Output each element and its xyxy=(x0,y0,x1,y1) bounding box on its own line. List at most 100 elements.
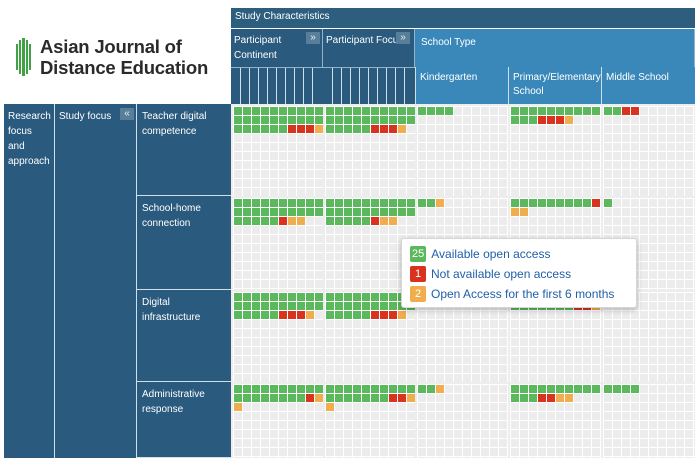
study-square[interactable] xyxy=(234,199,242,207)
study-square[interactable] xyxy=(353,385,361,393)
study-square[interactable] xyxy=(252,311,260,319)
expand-study-focus-icon[interactable]: « xyxy=(120,108,134,120)
study-square[interactable] xyxy=(556,116,564,124)
study-square[interactable] xyxy=(556,107,564,115)
study-square[interactable] xyxy=(326,385,334,393)
study-square[interactable] xyxy=(335,385,343,393)
study-square[interactable] xyxy=(306,394,314,402)
study-square[interactable] xyxy=(252,208,260,216)
study-square[interactable] xyxy=(234,311,242,319)
study-square[interactable] xyxy=(520,199,528,207)
study-square[interactable] xyxy=(592,385,600,393)
study-square[interactable] xyxy=(592,107,600,115)
study-square[interactable] xyxy=(631,385,639,393)
study-square[interactable] xyxy=(252,217,260,225)
study-square[interactable] xyxy=(335,302,343,310)
study-square[interactable] xyxy=(547,394,555,402)
study-square[interactable] xyxy=(270,385,278,393)
study-square[interactable] xyxy=(288,302,296,310)
study-square[interactable] xyxy=(362,208,370,216)
study-square[interactable] xyxy=(398,394,406,402)
study-square[interactable] xyxy=(326,217,334,225)
study-square[interactable] xyxy=(407,208,415,216)
study-square[interactable] xyxy=(389,217,397,225)
study-square[interactable] xyxy=(261,208,269,216)
study-square[interactable] xyxy=(583,385,591,393)
study-square[interactable] xyxy=(362,217,370,225)
study-square[interactable] xyxy=(297,208,305,216)
study-square[interactable] xyxy=(297,302,305,310)
study-square[interactable] xyxy=(315,208,323,216)
study-square[interactable] xyxy=(538,116,546,124)
study-square[interactable] xyxy=(529,199,537,207)
study-square[interactable] xyxy=(270,302,278,310)
study-square[interactable] xyxy=(288,208,296,216)
study-square[interactable] xyxy=(261,217,269,225)
study-square[interactable] xyxy=(335,394,343,402)
study-square[interactable] xyxy=(234,125,242,133)
study-square[interactable] xyxy=(353,311,361,319)
study-square[interactable] xyxy=(398,125,406,133)
study-square[interactable] xyxy=(604,199,612,207)
study-square[interactable] xyxy=(252,116,260,124)
study-square[interactable] xyxy=(380,302,388,310)
study-square[interactable] xyxy=(511,385,519,393)
study-square[interactable] xyxy=(520,107,528,115)
collapse-continent-icon[interactable]: » xyxy=(306,32,320,44)
study-square[interactable] xyxy=(362,394,370,402)
study-square[interactable] xyxy=(362,199,370,207)
study-square[interactable] xyxy=(418,107,426,115)
study-square[interactable] xyxy=(353,217,361,225)
school-type-kindergarten[interactable]: Kindergarten xyxy=(415,67,508,104)
study-square[interactable] xyxy=(631,107,639,115)
study-square[interactable] xyxy=(556,199,564,207)
study-square[interactable] xyxy=(315,199,323,207)
study-square[interactable] xyxy=(371,394,379,402)
matrix-cell[interactable] xyxy=(325,198,415,290)
study-square[interactable] xyxy=(380,125,388,133)
study-square[interactable] xyxy=(380,199,388,207)
study-square[interactable] xyxy=(335,208,343,216)
study-square[interactable] xyxy=(565,116,573,124)
study-square[interactable] xyxy=(389,302,397,310)
study-square[interactable] xyxy=(261,394,269,402)
matrix-cell[interactable] xyxy=(510,106,601,196)
study-square[interactable] xyxy=(389,116,397,124)
study-square[interactable] xyxy=(511,107,519,115)
study-square[interactable] xyxy=(427,199,435,207)
study-square[interactable] xyxy=(335,125,343,133)
study-square[interactable] xyxy=(261,302,269,310)
study-square[interactable] xyxy=(243,125,251,133)
study-square[interactable] xyxy=(261,293,269,301)
study-square[interactable] xyxy=(511,199,519,207)
study-square[interactable] xyxy=(326,293,334,301)
matrix-cell[interactable] xyxy=(603,384,695,458)
study-square[interactable] xyxy=(306,125,314,133)
study-square[interactable] xyxy=(335,199,343,207)
study-square[interactable] xyxy=(279,125,287,133)
study-square[interactable] xyxy=(279,107,287,115)
study-square[interactable] xyxy=(270,208,278,216)
first-6-months-label[interactable]: Open Access for the first 6 months xyxy=(431,287,615,301)
study-square[interactable] xyxy=(270,311,278,319)
study-square[interactable] xyxy=(234,394,242,402)
study-square[interactable] xyxy=(288,385,296,393)
study-square[interactable] xyxy=(243,116,251,124)
study-square[interactable] xyxy=(389,208,397,216)
study-square[interactable] xyxy=(371,199,379,207)
study-square[interactable] xyxy=(362,302,370,310)
participant-focus-header[interactable]: Participant Focus » xyxy=(323,29,415,67)
study-square[interactable] xyxy=(243,302,251,310)
study-square[interactable] xyxy=(380,394,388,402)
study-square[interactable] xyxy=(613,107,621,115)
study-focus-column[interactable]: Study focus « xyxy=(55,104,137,458)
study-square[interactable] xyxy=(297,311,305,319)
study-square[interactable] xyxy=(297,116,305,124)
study-square[interactable] xyxy=(520,208,528,216)
study-square[interactable] xyxy=(234,293,242,301)
matrix-cell[interactable] xyxy=(417,384,508,458)
study-square[interactable] xyxy=(427,385,435,393)
study-square[interactable] xyxy=(574,107,582,115)
study-square[interactable] xyxy=(371,208,379,216)
study-square[interactable] xyxy=(362,116,370,124)
